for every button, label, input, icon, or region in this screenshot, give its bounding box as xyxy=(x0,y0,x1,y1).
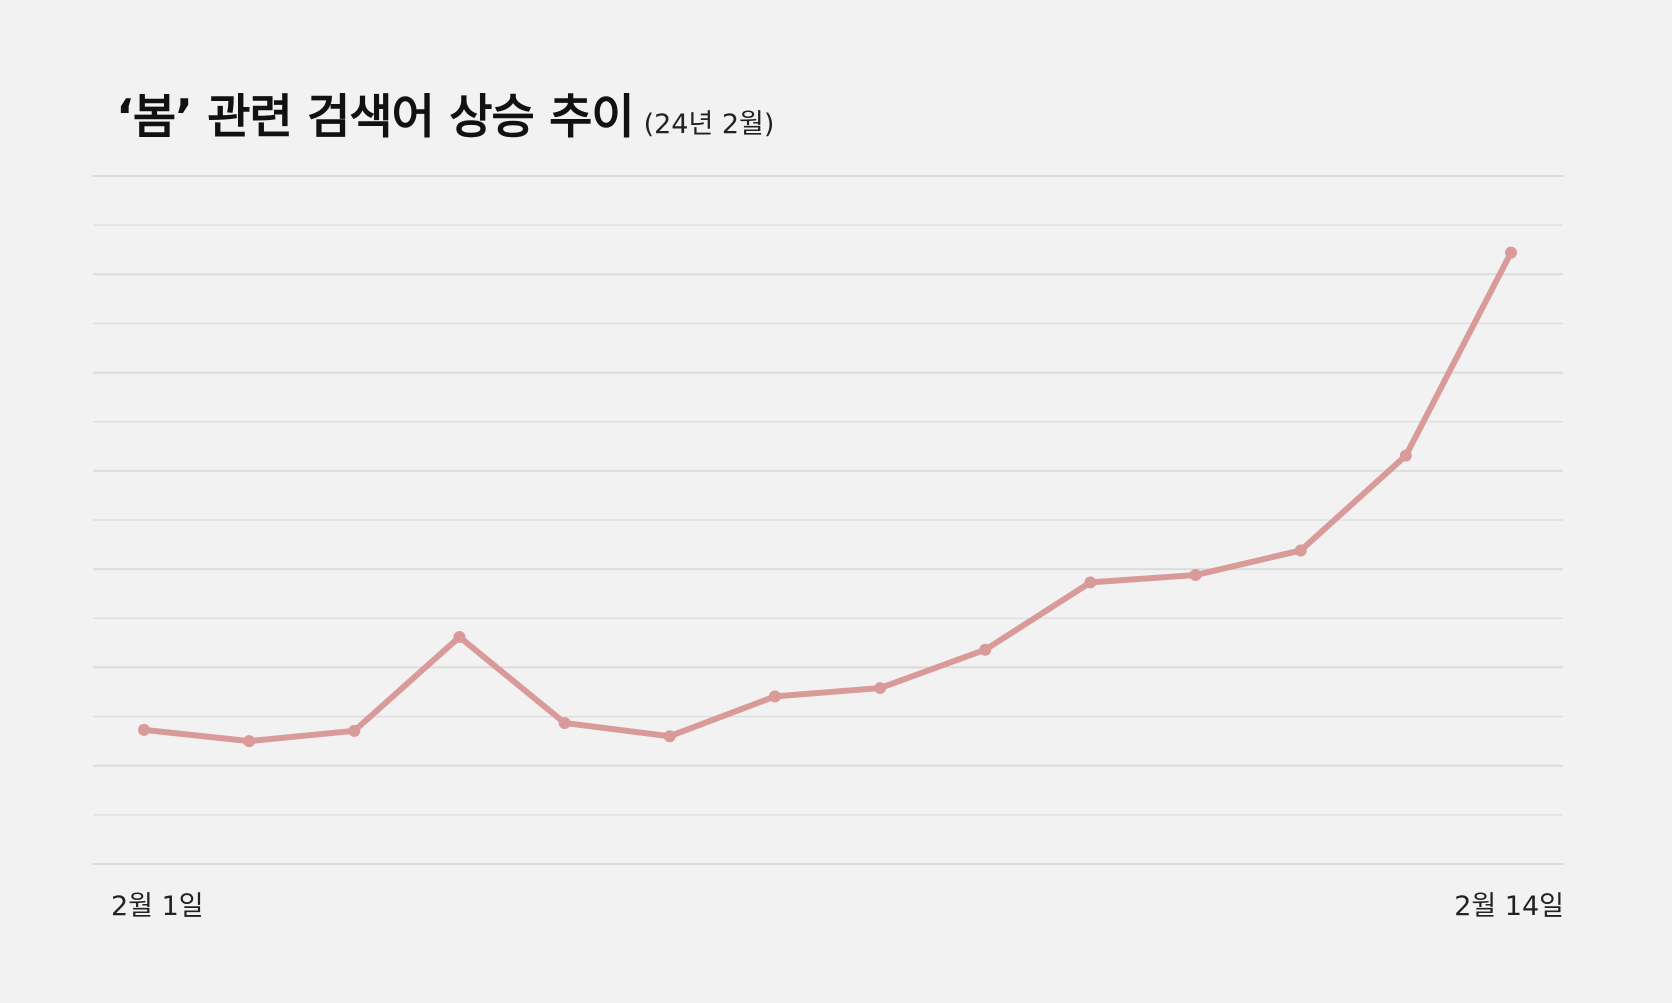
data-point xyxy=(1505,246,1517,259)
chart-title-block: ‘봄’ 관련 검색어 상승 추이 (24년 2월) xyxy=(116,78,774,147)
data-point xyxy=(1189,569,1202,582)
data-point xyxy=(979,643,992,656)
data-point xyxy=(243,735,256,748)
data-point xyxy=(558,716,571,729)
data-point xyxy=(348,724,361,737)
chart-title: ‘봄’ 관련 검색어 상승 추이 xyxy=(116,90,635,145)
x-tick-label-start: 2월 1일 xyxy=(111,891,204,922)
data-point xyxy=(138,723,150,736)
data-point xyxy=(663,730,676,743)
series-line xyxy=(143,251,1514,745)
data-point xyxy=(1084,576,1097,589)
data-point xyxy=(768,690,781,703)
x-tick-label-end: 2월 14일 xyxy=(1454,891,1564,922)
data-point xyxy=(1294,544,1307,557)
data-point xyxy=(453,630,466,643)
chart-subtitle: (24년 2월) xyxy=(643,109,775,140)
data-point xyxy=(1399,449,1412,462)
data-point xyxy=(874,682,887,695)
